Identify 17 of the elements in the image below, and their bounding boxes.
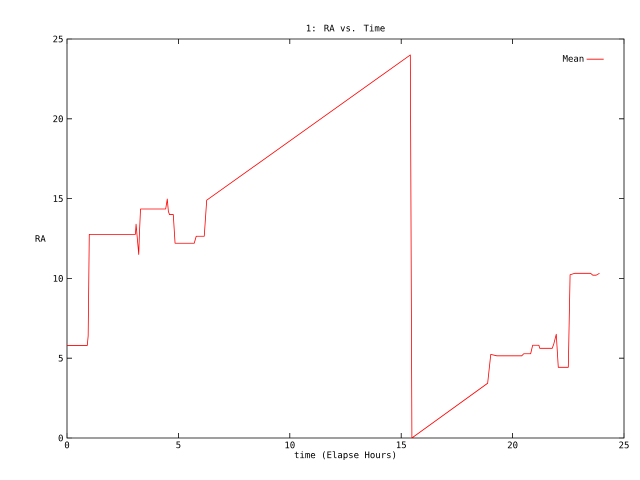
x-tick-label: 5 [176, 442, 180, 448]
y-tick-label: 5 [58, 354, 63, 362]
y-axis-title: RA [36, 235, 46, 242]
x-tick-label: 10 [285, 442, 295, 448]
y-tick-label: 0 [58, 434, 63, 442]
x-tick-label: 20 [508, 442, 518, 448]
x-tick-label: 0 [64, 442, 70, 448]
line-series [67, 54, 600, 438]
chart-title: 1: RA vs. Time [306, 24, 385, 32]
x-axis-title: time (Elapse Hours) [294, 451, 396, 460]
y-tick-label: 10 [54, 274, 63, 282]
x-tick-label: 15 [396, 442, 406, 448]
x-tick-label: 25 [619, 442, 629, 448]
legend-label: Mean [562, 55, 584, 62]
y-tick-label: 15 [54, 195, 63, 202]
y-tick-label: 20 [53, 115, 63, 122]
y-tick-label: 25 [53, 36, 63, 42]
